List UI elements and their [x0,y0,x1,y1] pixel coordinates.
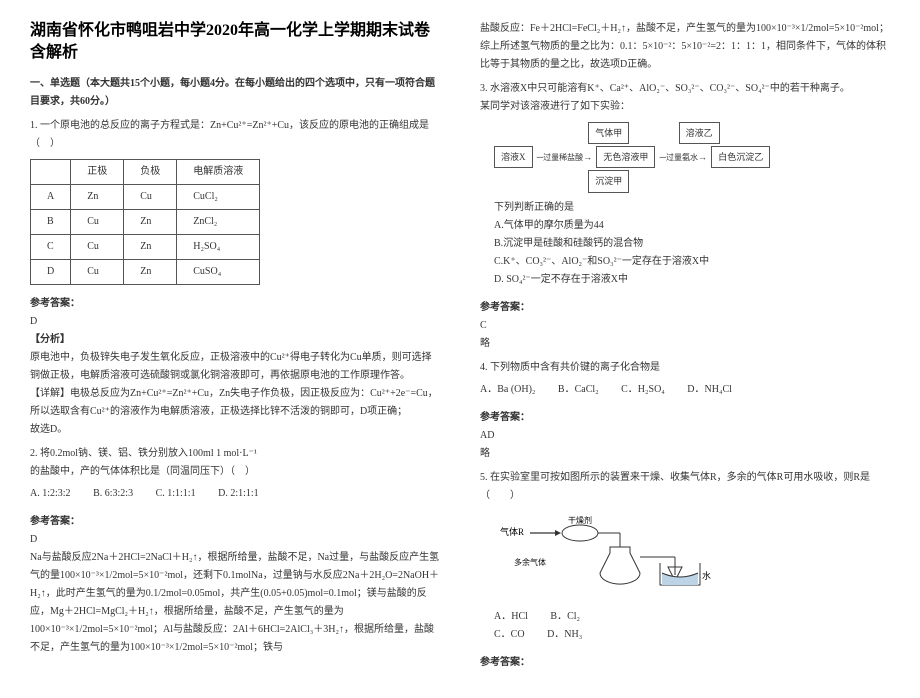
q2-text: 2. 将0.2mol钠、镁、铝、铁分别放入100ml 1 mol·L⁻¹ [30,445,440,463]
q4-options: A．Ba (OH)₂ B．CaCl₂ C．H₂SO₄ D．NH₄Cl [480,381,890,399]
answer-label: 参考答案： [480,654,890,672]
water-label: 水 [702,570,711,581]
q3-answer: C [480,317,890,335]
q2-detail: Na与盐酸反应2Na＋2HCl=2NaCl＋H₂↑，根据所给量，盐酸不足，Na过… [30,549,440,657]
gas-label: 气体R [500,526,524,537]
q2-options: A. 1:2:3:2 B. 6:3:2:3 C. 1:1:1:1 D. 2:1:… [30,485,440,503]
question-1: 1. 一个原电池的总反应的离子方程式是：Zn+Cu²⁺=Zn²⁺+Cu，该反应的… [30,117,440,439]
q5-options: A．HCl B．Cl₂ C．CO D．NH₃ [494,608,890,644]
q3-skip: 略 [480,335,890,353]
flow-box: 溶液乙 [679,122,720,144]
arrow-icon: ─过量稀盐酸→ [537,149,592,165]
question-2: 2. 将0.2mol钠、镁、铝、铁分别放入100ml 1 mol·L⁻¹ 的盐酸… [30,445,440,657]
q1-text: 1. 一个原电池的总反应的离子方程式是：Zn+Cu²⁺=Zn²⁺+Cu，该反应的… [30,117,440,153]
q1-answer: D [30,313,440,331]
table-row: BCuZnZnCl₂ [31,209,260,234]
q4-answer: AD [480,427,890,445]
section-1-heading: 一、单选题（本大题共15个小题，每小题4分。在每小题给出的四个选项中，只有一项符… [30,75,440,111]
flow-box: 溶液X [494,146,533,168]
question-4: 4. 下列物质中含有共价键的离子化合物是 A．Ba (OH)₂ B．CaCl₂ … [480,359,890,463]
table-row: DCuZnCuSO₄ [31,259,260,284]
q3-flow-diagram: 溶液X ──────→ 气体甲 ─────→ 溶液乙 溶液X ─过量稀盐酸→ 无… [494,122,890,193]
q2-answer: D [30,531,440,549]
answer-label: 参考答案： [30,295,440,313]
question-3: 3. 水溶液X中只可能溶有K⁺、Ca²⁺、AlO₂⁻、SO₃²⁻、CO₃²⁻、S… [480,80,890,353]
q3-sub: 下列判断正确的是 [494,199,890,217]
q5-text: 5. 在实验室里可按如图所示的装置来干燥、收集气体R，多余的气体R可用水吸收，则… [480,469,890,505]
question-5: 5. 在实验室里可按如图所示的装置来干燥、收集气体R，多余的气体R可用水吸收，则… [480,469,890,672]
right-column: 盐酸反应：Fe＋2HCl=FeCl₂＋H₂↑，盐酸不足，产生氢气的量为100×1… [480,20,890,678]
table-row: 正极 负极 电解质溶液 [31,159,260,184]
q4-text: 4. 下列物质中含有共价键的离子化合物是 [480,359,890,377]
q3-optA: A.气体甲的摩尔质量为44 [494,217,890,235]
q2-text2: 的盐酸中，产的气体体积比是（同温同压下）（ ） [30,463,440,481]
q2-continuation: 盐酸反应：Fe＋2HCl=FeCl₂＋H₂↑，盐酸不足，产生氢气的量为100×1… [480,20,890,74]
answer-label: 参考答案： [480,299,890,317]
q3-text2: 某同学对该溶液进行了如下实验： [480,98,890,116]
q4-skip: 略 [480,445,890,463]
q3-optB: B.沉淀甲是硅酸和硅酸钙的混合物 [494,235,890,253]
page-title: 湖南省怀化市鸭咀岩中学2020年高一化学上学期期末试卷含解析 [30,20,440,65]
dry-label: 干燥剂 [568,515,592,525]
table-row: CCuZnH₂SO₄ [31,234,260,259]
q1-analysis: 原电池中，负极锌失电子发生氧化反应，正极溶液中的Cu²⁺得电子转化为Cu单质，则… [30,349,440,385]
left-column: 湖南省怀化市鸭咀岩中学2020年高一化学上学期期末试卷含解析 一、单选题（本大题… [30,20,440,678]
answer-label: 参考答案： [30,513,440,531]
q1-detail: 【详解】电极总反应为Zn+Cu²⁺=Zn²⁺+Cu，Zn失电子作负极，因正极反应… [30,385,440,421]
q3-optC: C.K⁺、CO₃²⁻、AlO₂⁻和SO₃²⁻一定存在于溶液X中 [494,253,890,271]
extra-label: 多余气体 [514,557,546,567]
q5-apparatus-diagram: 气体R 干燥剂 多余气体 水 [500,513,890,600]
q3-text: 3. 水溶液X中只可能溶有K⁺、Ca²⁺、AlO₂⁻、SO₃²⁻、CO₃²⁻、S… [480,80,890,98]
flow-box: 气体甲 [588,122,629,144]
flow-box: 无色溶液甲 [596,146,655,168]
q3-optD: D. SO₄²⁻一定不存在于溶液X中 [494,271,890,289]
answer-label: 参考答案： [480,409,890,427]
q1-table: 正极 负极 电解质溶液 AZnCuCuCl₂ BCuZnZnCl₂ CCuZnH… [30,159,260,285]
table-row: AZnCuCuCl₂ [31,184,260,209]
q1-choose: 故选D。 [30,421,440,439]
arrow-icon: ─过量氨水→ [660,149,707,165]
flow-box: 沉淀甲 [588,170,629,192]
analysis-label: 【分析】 [30,331,440,349]
flow-box: 白色沉淀乙 [711,146,770,168]
